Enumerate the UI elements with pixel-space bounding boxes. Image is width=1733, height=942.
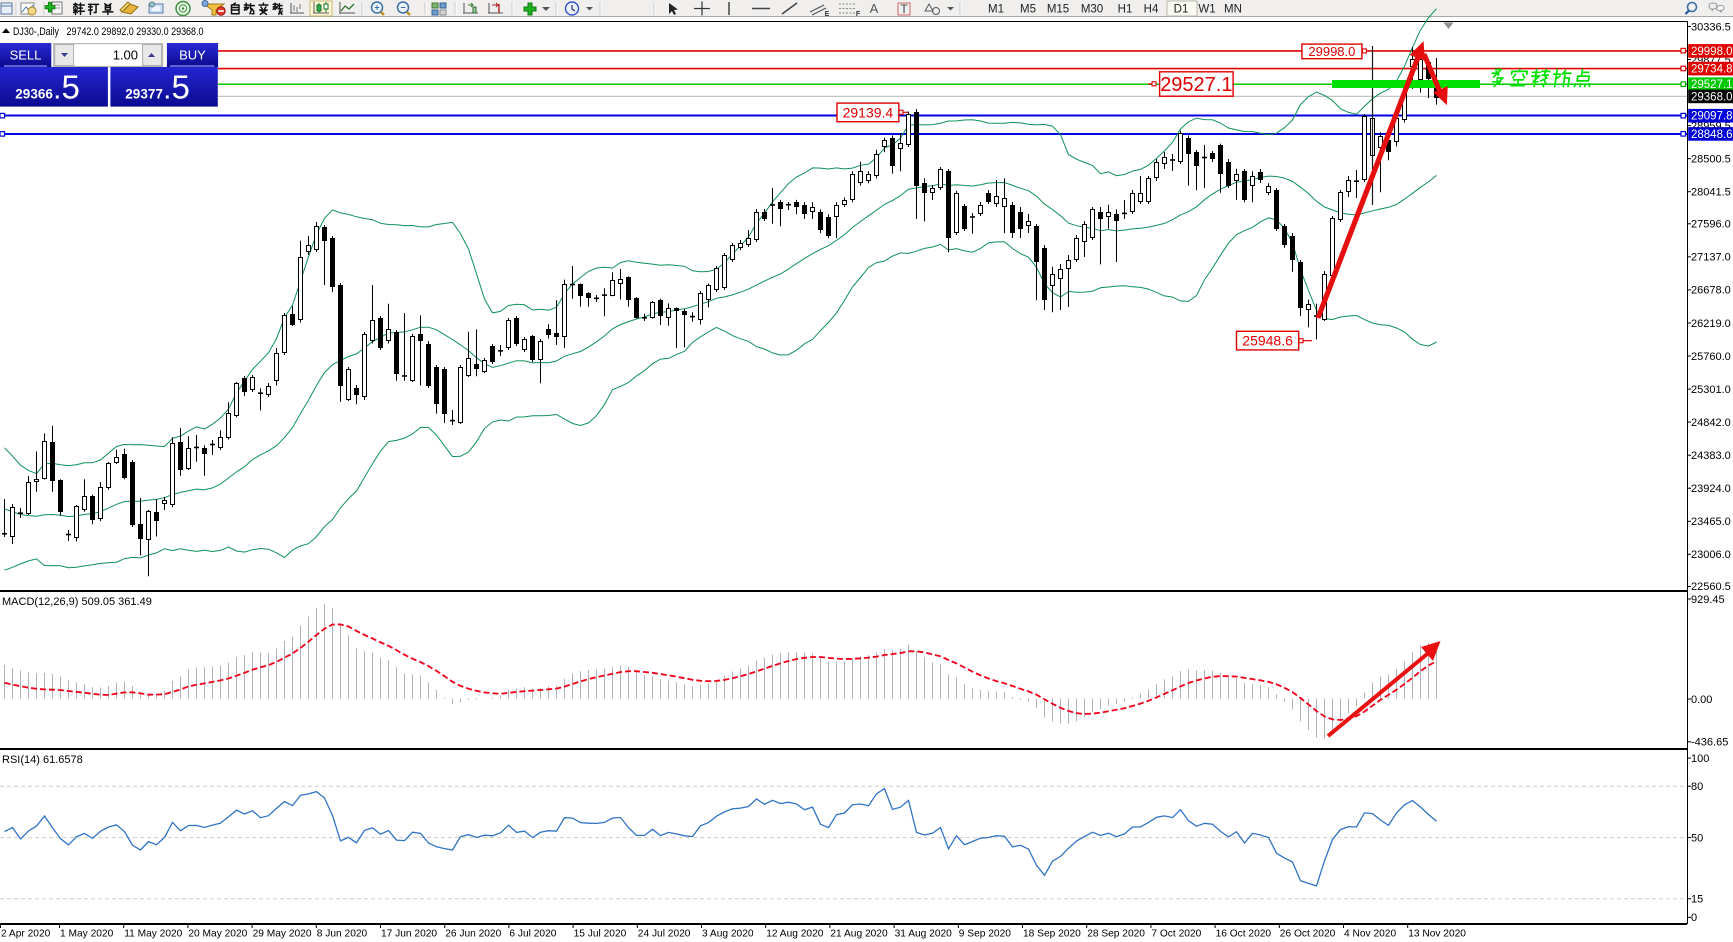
svg-text:−: − (400, 3, 405, 13)
svg-text:29097.8: 29097.8 (1691, 111, 1733, 123)
svg-text:24383.0: 24383.0 (1691, 450, 1731, 462)
svg-text:29139.4: 29139.4 (843, 104, 894, 120)
svg-text:27137.0: 27137.0 (1691, 252, 1731, 264)
svg-text:80: 80 (1691, 781, 1703, 793)
svg-text:16 Oct 2020: 16 Oct 2020 (1216, 928, 1272, 939)
svg-text:RSI(14) 61.6578: RSI(14) 61.6578 (2, 754, 83, 766)
svg-text:26678.0: 26678.0 (1691, 285, 1731, 297)
svg-text:13 Nov 2020: 13 Nov 2020 (1408, 928, 1466, 939)
svg-text:E: E (825, 11, 830, 18)
svg-text:6 Jul 2020: 6 Jul 2020 (509, 928, 556, 939)
svg-text:MN: MN (1224, 4, 1242, 16)
svg-text:29734.8: 29734.8 (1691, 64, 1733, 76)
svg-text:MACD(12,26,9) 509.05 361.49: MACD(12,26,9) 509.05 361.49 (2, 596, 152, 608)
svg-text:29527.1: 29527.1 (1160, 74, 1232, 96)
svg-text:27596.0: 27596.0 (1691, 219, 1731, 231)
svg-text:29527.1: 29527.1 (1691, 79, 1733, 91)
svg-text:29742.0 29892.0 29330.0 29368.: 29742.0 29892.0 29330.0 29368.0 (67, 26, 204, 38)
svg-text:929.45: 929.45 (1691, 594, 1725, 606)
svg-text:28500.5: 28500.5 (1691, 154, 1731, 166)
svg-text:H4: H4 (1144, 4, 1159, 16)
svg-text:22560.5: 22560.5 (1691, 581, 1731, 593)
svg-text:29366: 29366 (15, 87, 53, 102)
svg-text:24842.0: 24842.0 (1691, 417, 1731, 429)
svg-text:18 Sep 2020: 18 Sep 2020 (1023, 928, 1081, 939)
svg-text:5: 5 (172, 69, 190, 106)
svg-text:26 Oct 2020: 26 Oct 2020 (1280, 928, 1336, 939)
svg-text:28041.5: 28041.5 (1691, 187, 1731, 199)
svg-text:29998.0: 29998.0 (1691, 46, 1733, 58)
svg-text:D1: D1 (1174, 4, 1189, 16)
svg-text:A: A (870, 1, 879, 16)
svg-text:T: T (900, 2, 908, 16)
svg-text:H1: H1 (1118, 4, 1133, 16)
svg-text:5: 5 (62, 69, 80, 106)
svg-text:23924.0: 23924.0 (1691, 483, 1731, 495)
svg-text:12 Aug 2020: 12 Aug 2020 (766, 928, 824, 939)
svg-text:21 Aug 2020: 21 Aug 2020 (830, 928, 888, 939)
svg-text:W1: W1 (1198, 4, 1215, 16)
svg-text:30336.5: 30336.5 (1691, 21, 1731, 33)
svg-text:26219.0: 26219.0 (1691, 318, 1731, 330)
svg-text:11 May 2020: 11 May 2020 (124, 928, 182, 939)
svg-text:28848.6: 28848.6 (1691, 129, 1733, 141)
svg-text:25301.0: 25301.0 (1691, 384, 1731, 396)
svg-text:28 Sep 2020: 28 Sep 2020 (1087, 928, 1145, 939)
svg-text:29998.0: 29998.0 (1308, 44, 1355, 59)
svg-text:20 May 2020: 20 May 2020 (188, 928, 247, 939)
svg-text:0.00: 0.00 (1691, 694, 1712, 706)
svg-text:M15: M15 (1047, 4, 1069, 16)
svg-text:29 May 2020: 29 May 2020 (253, 928, 312, 939)
svg-text:24 Jul 2020: 24 Jul 2020 (638, 928, 691, 939)
svg-text:4 Nov 2020: 4 Nov 2020 (1344, 928, 1396, 939)
svg-text:1.00: 1.00 (113, 47, 138, 62)
svg-text:SELL: SELL (10, 48, 42, 63)
svg-text:29377: 29377 (125, 87, 163, 102)
svg-text:.: . (165, 82, 171, 104)
svg-text:2 Apr 2020: 2 Apr 2020 (1, 928, 51, 939)
svg-text:29368.0: 29368.0 (1691, 91, 1733, 103)
svg-text:15 Jul 2020: 15 Jul 2020 (574, 928, 627, 939)
svg-text:-436.65: -436.65 (1691, 737, 1728, 749)
svg-text:0: 0 (1691, 912, 1697, 924)
svg-text:31 Aug 2020: 31 Aug 2020 (895, 928, 953, 939)
svg-text:50: 50 (1691, 832, 1703, 844)
svg-text:1 May 2020: 1 May 2020 (60, 928, 114, 939)
svg-text:23006.0: 23006.0 (1691, 549, 1731, 561)
svg-text:3 Aug 2020: 3 Aug 2020 (702, 928, 754, 939)
svg-text:100: 100 (1691, 753, 1709, 765)
svg-text:BUY: BUY (179, 48, 206, 63)
svg-text:DJ30-,Daily: DJ30-,Daily (13, 26, 59, 38)
svg-text:M5: M5 (1020, 4, 1036, 16)
svg-text:M1: M1 (988, 4, 1004, 16)
svg-text:25760.0: 25760.0 (1691, 351, 1731, 363)
svg-text:23465.0: 23465.0 (1691, 516, 1731, 528)
svg-text:8 Jun 2020: 8 Jun 2020 (317, 928, 368, 939)
svg-text:+: + (374, 3, 379, 13)
svg-text:9 Sep 2020: 9 Sep 2020 (959, 928, 1011, 939)
svg-text:15: 15 (1691, 894, 1703, 906)
svg-text:17 Jun 2020: 17 Jun 2020 (381, 928, 437, 939)
svg-text:7 Oct 2020: 7 Oct 2020 (1151, 928, 1201, 939)
svg-text:F: F (856, 11, 861, 18)
svg-text:26 Jun 2020: 26 Jun 2020 (445, 928, 501, 939)
svg-text:.: . (55, 82, 61, 104)
svg-text:M30: M30 (1081, 4, 1103, 16)
svg-text:25948.6: 25948.6 (1242, 333, 1293, 349)
